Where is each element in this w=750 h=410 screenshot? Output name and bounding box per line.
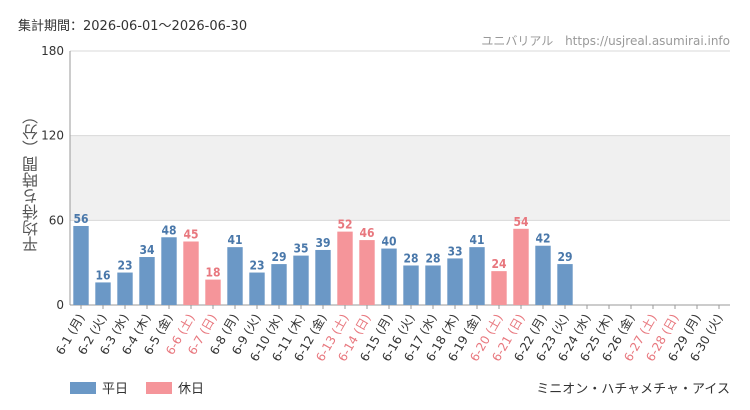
bar-value-label: 28 <box>425 251 440 265</box>
legend-holiday: 休日 <box>146 378 204 397</box>
bar <box>315 249 331 305</box>
bar <box>249 272 265 305</box>
bar-value-label: 52 <box>337 218 352 232</box>
bar <box>205 279 221 305</box>
legend-holiday-label: 休日 <box>178 382 205 397</box>
bar <box>469 247 485 305</box>
y-tick-label: 60 <box>49 213 64 227</box>
bar-value-label: 24 <box>491 257 507 271</box>
site-url[interactable]: https://usjreal.asumirai.info <box>565 34 730 48</box>
legend-holiday-swatch <box>146 381 173 394</box>
bar-value-label: 56 <box>73 212 88 226</box>
bar-value-label: 29 <box>557 250 572 264</box>
bar <box>95 282 111 305</box>
bar <box>557 264 573 305</box>
bar <box>337 231 353 305</box>
bar <box>73 225 89 305</box>
bar-value-label: 33 <box>447 244 462 258</box>
attraction-name: ミニオン・ハチャメチャ・アイス <box>536 382 730 397</box>
bar <box>271 264 287 305</box>
site-name: ユニバリアル <box>481 34 554 48</box>
y-tick-label: 120 <box>41 129 64 143</box>
bar <box>403 265 419 305</box>
bar-value-label: 29 <box>271 250 286 264</box>
bar <box>513 228 529 305</box>
bar-value-label: 34 <box>139 243 155 257</box>
bar <box>183 241 199 305</box>
y-tick-label: 180 <box>41 44 64 58</box>
bar <box>447 258 463 305</box>
bar <box>161 237 177 305</box>
site-credit[interactable]: ユニバリアル https://usjreal.asumirai.info <box>481 32 730 49</box>
bar <box>227 247 243 305</box>
bar-value-label: 48 <box>161 223 176 237</box>
chart-legend: 平日 休日 <box>70 378 204 397</box>
bar-value-label: 39 <box>315 236 330 250</box>
bar-value-label: 23 <box>117 259 132 273</box>
bar-value-label: 23 <box>249 259 264 273</box>
y-tick-label: 0 <box>56 298 64 312</box>
bar-value-label: 46 <box>359 226 374 240</box>
legend-weekday: 平日 <box>70 378 128 397</box>
bar-value-label: 18 <box>205 266 220 280</box>
bar <box>491 271 507 305</box>
bar-value-label: 42 <box>535 232 550 246</box>
legend-weekday-swatch <box>70 381 96 394</box>
bar-value-label: 40 <box>381 235 396 249</box>
bar <box>293 255 309 305</box>
bar <box>381 248 397 305</box>
bar <box>139 257 155 305</box>
bar-value-label: 41 <box>227 233 242 247</box>
bar-value-label: 45 <box>183 228 198 242</box>
bar <box>535 245 551 305</box>
bar-value-label: 41 <box>469 233 484 247</box>
bar <box>117 272 133 305</box>
bar <box>359 240 375 305</box>
bar-value-label: 16 <box>95 268 110 282</box>
bar <box>425 265 441 305</box>
legend-weekday-label: 平日 <box>102 382 129 397</box>
bar-value-label: 35 <box>293 242 308 256</box>
period-label: 集計期間：2026-06-01～2026-06-30 <box>18 19 248 34</box>
bar-value-label: 54 <box>513 215 529 229</box>
shaded-band <box>70 135 730 221</box>
bar-value-label: 28 <box>403 251 418 265</box>
